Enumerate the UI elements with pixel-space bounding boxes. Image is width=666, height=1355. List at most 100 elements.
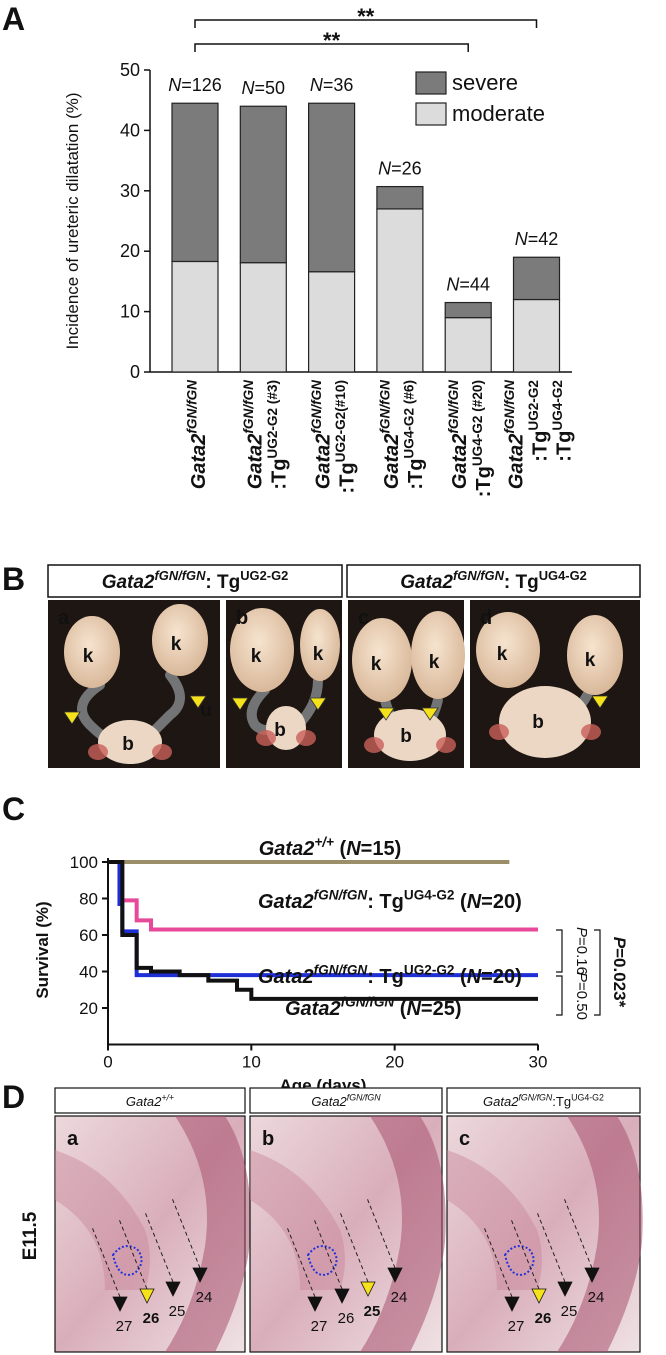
- text-segment: fGN/fGN: [446, 379, 461, 434]
- survival-line: [108, 860, 538, 978]
- kidney: [476, 612, 540, 688]
- panel-label: A: [2, 1, 25, 37]
- text-segment: =0.16: [573, 937, 590, 975]
- arrowhead: [192, 1267, 208, 1283]
- p-value: P=0.50: [573, 972, 590, 1020]
- text-segment: =42: [528, 229, 559, 249]
- photo-label: b: [122, 734, 134, 755]
- x-tick-label: :TgUG2-G2(#10): [333, 380, 358, 493]
- text-segment: fGN/fGN: [314, 888, 369, 903]
- text-segment: UG2-G2: [526, 380, 541, 431]
- header-label: Gata2fGN/fGN: TgUG4-G2: [400, 568, 587, 593]
- text-segment: N: [168, 75, 182, 95]
- text-segment: :Tg: [268, 459, 290, 490]
- n-label: N=126: [168, 75, 222, 95]
- series-label: Gata2fGN/fGN (N=25): [285, 995, 461, 1020]
- text-segment: N: [378, 159, 392, 179]
- text-segment: +/+: [314, 835, 334, 850]
- significance-label: **: [357, 4, 375, 29]
- photo-label: b: [274, 720, 286, 741]
- photo-label: k: [313, 644, 324, 665]
- bar-segment: [512, 256, 561, 301]
- text-segment: UG2-G2: [404, 963, 455, 978]
- somite-guide: [536, 1211, 566, 1283]
- text-segment: Gata2: [400, 572, 453, 593]
- text-segment: : Tg: [367, 966, 404, 988]
- text-segment: Gata2: [449, 434, 471, 490]
- significance-bracket: [194, 19, 538, 28]
- text-segment: UG4-G2 (#20): [470, 380, 485, 466]
- photo-label: k: [171, 634, 182, 655]
- text-segment: :Tg: [405, 459, 427, 490]
- somite-guide: [483, 1226, 513, 1298]
- text-segment: Gata2: [311, 1094, 347, 1109]
- bar-segment: [512, 298, 561, 373]
- text-segment: : Tg: [205, 572, 240, 593]
- photo-label: k: [251, 646, 262, 667]
- somite-guide: [118, 1218, 148, 1290]
- somite-guide: [366, 1197, 396, 1269]
- text-segment: (: [334, 838, 347, 860]
- x-tick-label: Gata2fGN/fGN: [378, 379, 403, 489]
- series-label: Gata2fGN/fGN: TgUG4-G2 (N=20): [258, 888, 522, 913]
- text-segment: Gata2: [188, 434, 210, 490]
- kidney: [64, 616, 120, 688]
- somite-guide: [313, 1218, 343, 1290]
- y-tick-label: 50: [120, 60, 140, 80]
- text-segment: fGN/fGN: [347, 1093, 381, 1103]
- bladder: [499, 686, 591, 758]
- text-segment: :Tg: [552, 1094, 571, 1109]
- y-tick-label: 100: [70, 853, 98, 872]
- somite-number: 26: [535, 1310, 552, 1327]
- y-axis-label: Incidence of ureteric dilatation (%): [63, 92, 82, 349]
- kidney: [230, 608, 294, 692]
- image-letter: b: [262, 1128, 274, 1150]
- somite-number: 25: [561, 1303, 578, 1320]
- somite-number: 27: [116, 1318, 133, 1335]
- y-tick-label: 10: [120, 302, 140, 322]
- p-value: P=0.16: [573, 927, 590, 975]
- text-segment: UG4-G2 (#6): [402, 380, 417, 459]
- kidney: [352, 618, 412, 702]
- survival-line: [108, 860, 538, 1001]
- text-segment: =50: [255, 78, 286, 98]
- text-segment: N: [310, 75, 324, 95]
- text-segment: P: [610, 937, 629, 949]
- text-segment: =20): [481, 891, 522, 913]
- n-label: N=42: [515, 229, 559, 249]
- x-tick-label: :TgUG4-G2 (#20): [470, 380, 495, 497]
- tissue: [436, 737, 456, 753]
- tissue: [489, 724, 509, 740]
- text-segment: fGN/fGN: [241, 379, 256, 434]
- text-segment: =126: [181, 75, 222, 95]
- text-segment: :Tg: [530, 431, 552, 462]
- tissue: [152, 744, 172, 760]
- text-segment: P: [573, 927, 590, 937]
- arrowhead: [165, 1281, 181, 1297]
- text-segment: N: [346, 838, 361, 860]
- header-label: Gata2fGN/fGN: TgUG2-G2: [102, 568, 289, 593]
- somite-number: 24: [196, 1289, 213, 1306]
- x-tick-label: 30: [529, 1053, 548, 1072]
- y-tick-label: 20: [120, 241, 140, 261]
- text-segment: =44: [459, 275, 490, 295]
- arrowhead: [307, 1296, 323, 1312]
- somite-number: 26: [338, 1310, 355, 1327]
- text-segment: +/+: [161, 1093, 174, 1103]
- somite-guide: [171, 1197, 201, 1269]
- nephric-outline: [111, 1245, 143, 1276]
- photo-letter: d: [480, 607, 492, 629]
- text-segment: UG2-G2 (#3): [265, 380, 280, 459]
- header-label: Gata2fGN/fGN:TgUG4-G2: [483, 1093, 604, 1109]
- arrowhead: [112, 1296, 128, 1312]
- photo-label: k: [371, 654, 382, 675]
- text-segment: N: [467, 891, 482, 913]
- embryo-image: b 27 26 25 24: [249, 1115, 446, 1353]
- text-segment: =0.023*: [610, 948, 629, 1007]
- arrowhead: [63, 711, 81, 725]
- x-tick-label: 20: [385, 1053, 404, 1072]
- header-box: [346, 564, 641, 598]
- y-tick-label: 30: [120, 181, 140, 201]
- photo-letter: c: [358, 607, 369, 629]
